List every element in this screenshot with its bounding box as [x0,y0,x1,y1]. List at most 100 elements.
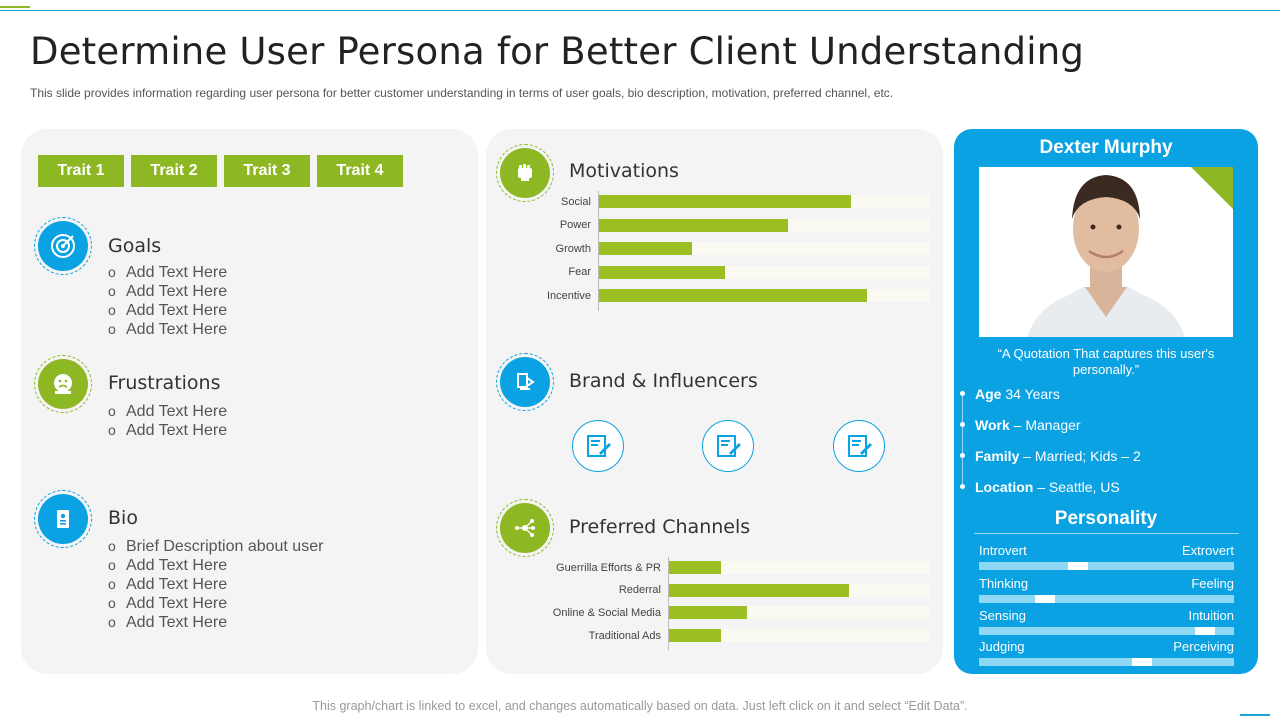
bar-track [669,606,930,620]
list-item: Add Text Here [108,402,227,421]
bar-track [669,583,930,597]
bar-label: Social [561,195,591,208]
traits-panel: Trait 1 Trait 2 Trait 3 Trait 4 Goals Ad… [21,129,478,674]
scale-right-label: Extrovert [1181,543,1234,558]
scale-marker [1131,658,1152,666]
frustrations-list: Add Text Here Add Text Here [108,402,227,440]
signature-document-icon [572,420,624,472]
persona-card: Dexter Murphy “A Quotation That captures… [954,129,1258,674]
goals-title: Goals [108,235,162,257]
bar-row: Growth [486,242,930,255]
fist-icon [496,144,554,202]
bar-row: Guerrilla Efforts & PR [486,561,930,574]
bio-title: Bio [108,507,138,529]
bar [599,289,868,302]
list-item: Add Text Here [108,421,227,440]
fact-work: Work – Manager [954,417,1141,448]
personality-scale: Sensing Intuition [979,608,1234,635]
scale-right-label: Feeling [1191,576,1234,591]
scale-bar [979,595,1234,603]
facts-timeline [962,393,963,489]
list-item: Add Text Here [108,282,227,301]
trait-button[interactable]: Trait 2 [131,155,217,187]
channels-chart: Guerrilla Efforts & PR Rederral Online & S… [486,557,943,656]
persona-name: Dexter Murphy [1039,137,1173,158]
page-subtitle: This slide provides information regardin… [30,86,894,100]
bar [669,629,722,643]
chart-axis [598,191,599,311]
id-card-icon [34,490,92,548]
bar-label: Traditional Ads [588,629,661,642]
bar-row: Incentive [486,289,930,302]
bar [599,242,692,255]
fact-age: Age 34 Years [954,386,1141,417]
personality-scale: Judging Perceiving [979,639,1234,666]
bar-row: Traditional Ads [486,629,930,643]
trait-button[interactable]: Trait 4 [317,155,403,187]
scale-right-label: Intuition [1188,608,1234,623]
top-accent-line [0,6,30,8]
motivations-chart: Social Power Growth Fear Incentive [486,191,943,315]
bio-list: Brief Description about user Add Text He… [108,537,323,632]
frustrations-title: Frustrations [108,372,221,394]
trait-button[interactable]: Trait 1 [38,155,124,187]
bar-label: Power [559,219,591,231]
photo-corner-accent [1191,167,1233,209]
bar-row: Fear [486,265,930,279]
scale-left-label: Introvert [979,543,1027,558]
persona-quote: “A Quotation That captures this user's p… [997,346,1215,377]
bar-track [599,218,930,232]
scale-left-label: Judging [979,639,1025,654]
list-item: Add Text Here [108,263,227,282]
scale-left-label: Thinking [979,576,1029,591]
scale-bar [979,627,1234,635]
target-icon [34,217,92,275]
personality-title: Personality [1054,508,1158,529]
bar-track [669,629,930,643]
bar-track [669,561,930,574]
bar [669,561,722,574]
scale-marker [1068,562,1089,570]
bottom-accent-line [1240,714,1270,716]
scale-marker [1035,595,1056,603]
brand-icon [496,353,554,411]
scale-marker [1195,627,1216,635]
list-item: Add Text Here [108,301,227,320]
bar-row: Online & Social Media [486,606,930,620]
bar-row: Social [486,195,930,208]
top-rule [0,10,1280,11]
brand-title: Brand & Influencers [569,370,758,392]
bar-label: Online & Social Media [552,606,661,619]
list-item: Add Text Here [108,320,227,339]
bar [669,606,748,620]
bar-track [599,195,930,208]
trait-button[interactable]: Trait 3 [224,155,310,187]
bar [599,218,788,232]
list-item: Add Text Here [108,556,323,575]
bar-track [599,289,930,302]
bar [599,265,725,279]
bar-label: Fear [568,266,591,278]
chart-axis [668,557,669,650]
bar-label: Rederral [618,584,661,597]
scale-left-label: Sensing [979,608,1026,623]
signature-document-icon [833,420,885,472]
motivation-panel: Motivations Social Power Growth Fear Incenti… [486,129,943,674]
personality-scale: Thinking Feeling [979,576,1234,603]
bar [669,583,850,597]
personality-scale: Introvert Extrovert [979,543,1234,570]
bar-label: Growth [555,242,591,255]
footer-note: This graph/chart is linked to excel, and… [312,699,968,713]
trait-list: Trait 1 Trait 2 Trait 3 Trait 4 [38,155,403,187]
list-item: Add Text Here [108,613,323,632]
motivations-title: Motivations [569,160,679,182]
personality-divider [974,533,1239,534]
scale-bar [979,658,1234,666]
page-title: Determine User Persona for Better Client… [30,30,1085,73]
network-icon [496,499,554,557]
list-item: Add Text Here [108,594,323,613]
list-item: Add Text Here [108,575,323,594]
persona-facts: Age 34 Years Work – Manager Family – Mar… [954,386,1141,510]
fact-family: Family – Married; Kids – 2 [954,448,1141,479]
bar-track [599,265,930,279]
